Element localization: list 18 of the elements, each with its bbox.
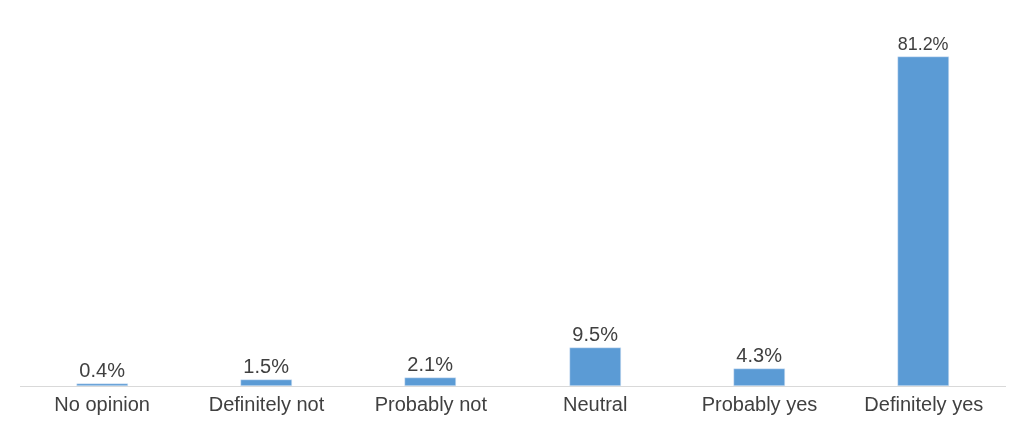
bar xyxy=(733,368,785,386)
bar xyxy=(76,383,128,386)
data-label: 2.1% xyxy=(407,352,454,375)
bar xyxy=(569,347,621,386)
x-tick-label: Neutral xyxy=(562,393,628,415)
data-label: 4.3% xyxy=(736,343,783,366)
x-tick-label: Definitely not xyxy=(208,393,325,415)
data-label: 9.5% xyxy=(572,322,619,345)
bar xyxy=(404,377,456,386)
bar xyxy=(897,56,949,386)
data-label: 0.4% xyxy=(79,358,126,381)
data-label: 81.2% xyxy=(897,34,949,55)
bar xyxy=(240,379,292,386)
x-tick-label: Probably not xyxy=(374,393,488,415)
x-tick-label: Probably yes xyxy=(701,393,818,415)
x-tick-label: No opinion xyxy=(54,393,150,415)
data-label: 1.5% xyxy=(243,354,290,377)
x-tick-label: Definitely yes xyxy=(864,393,984,415)
